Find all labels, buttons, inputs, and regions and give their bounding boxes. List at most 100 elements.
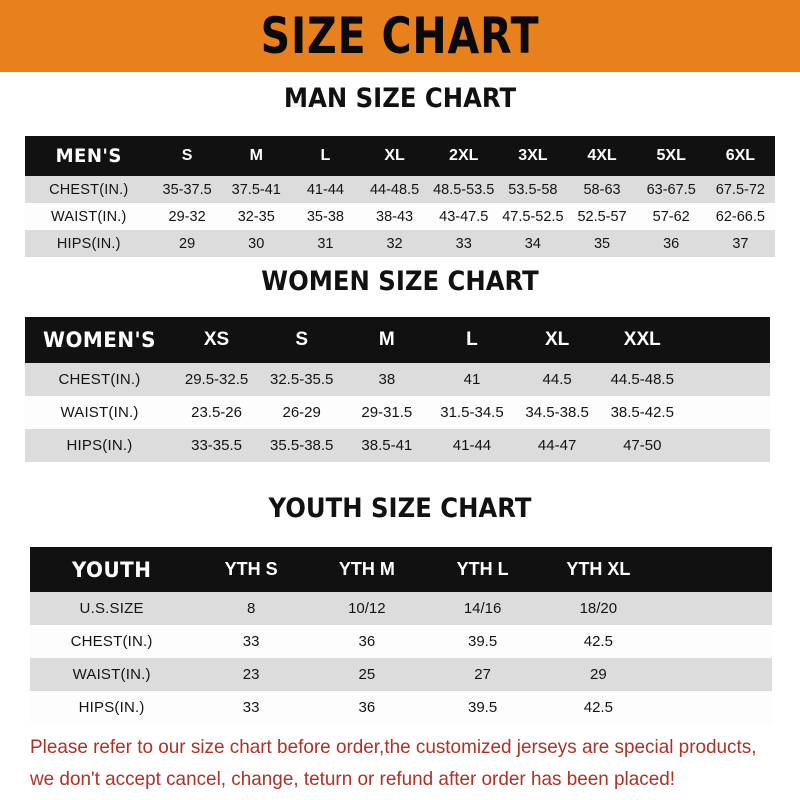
women-header-row: WOMEN'S XS S M L XL XXL — [25, 317, 770, 363]
women-cell-r3-c5: 44-47 — [537, 437, 577, 454]
men-cell-r3-c7: 35 — [593, 235, 611, 252]
women-cell-r3-c2: 35.5-38.5 — [270, 437, 334, 454]
youth-table-body: YOUTH YTH S YTH M YTH L YTH XL U.S.SIZE 8 10/12… — [30, 547, 772, 724]
women-cell-spacer — [685, 429, 770, 462]
women-size-header-4: L — [466, 329, 478, 350]
men-row-label-1: CHEST(IN.) — [49, 181, 129, 198]
men-table-body: MEN'S S M L XL 2XL 3XL 4XL 5XL 6XL CHEST(IN.) 35-37… — [25, 136, 775, 257]
women-size-table: WOMEN'S XS S M L XL XXL CHEST(IN.) 29.5-32.5 32.5… — [25, 317, 770, 462]
women-cell-r2-c1: 23.5-26 — [191, 404, 242, 421]
women-cell-spacer — [685, 363, 770, 396]
women-cell-r2-c5: 34.5-38.5 — [525, 404, 589, 421]
women-row-label-3: HIPS(IN.) — [66, 437, 133, 454]
youth-cell-r3-c2: 25 — [358, 666, 376, 683]
order-disclaimer: Please refer to our size chart before or… — [30, 731, 757, 795]
women-row-label-2: WAIST(IN.) — [60, 404, 139, 421]
page-banner: SIZE CHART — [0, 0, 800, 72]
youth-header-row: YOUTH YTH S YTH M YTH L YTH XL — [30, 547, 772, 592]
youth-size-table: YOUTH YTH S YTH M YTH L YTH XL U.S.SIZE 8 10/12… — [30, 547, 772, 724]
youth-cell-r1-c2: 10/12 — [348, 600, 386, 617]
youth-cell-r3-c4: 29 — [590, 666, 607, 683]
women-cell-r1-c5: 44.5 — [542, 371, 572, 388]
page-title: SIZE CHART — [260, 7, 540, 65]
men-size-header-9: 6XL — [725, 147, 756, 164]
youth-cell-r1-c1: 8 — [246, 600, 256, 617]
men-size-table: MEN'S S M L XL 2XL 3XL 4XL 5XL 6XL CHEST(IN.) 35-37… — [25, 136, 775, 257]
women-size-header-6: XXL — [623, 329, 661, 350]
youth-cell-r2-c1: 33 — [242, 633, 260, 650]
men-cell-r2-c3: 35-38 — [306, 208, 344, 225]
youth-cell-r1-c3: 14/16 — [463, 600, 502, 617]
youth-cell-r3-c3: 27 — [474, 666, 491, 683]
men-cell-r3-c2: 30 — [248, 235, 265, 252]
youth-size-header-1: YTH S — [224, 559, 278, 579]
youth-size-header-4: YTH XL — [566, 559, 631, 579]
table-row: WAIST(IN.) 23 25 27 29 — [30, 658, 772, 691]
men-header-row: MEN'S S M L XL 2XL 3XL 4XL 5XL 6XL — [25, 136, 775, 176]
men-row-label-3: HIPS(IN.) — [56, 235, 121, 252]
men-cell-r2-c5: 43-47.5 — [439, 208, 489, 225]
youth-size-header-3: YTH L — [456, 559, 509, 579]
men-size-header-7: 4XL — [587, 147, 617, 164]
youth-cell-r2-c4: 42.5 — [583, 633, 613, 650]
men-size-header-1: S — [181, 147, 193, 164]
youth-cell-spacer — [656, 592, 772, 625]
men-cell-r3-c8: 36 — [663, 235, 680, 252]
women-corner-label: WOMEN'S — [43, 328, 156, 352]
youth-cell-r2-c2: 36 — [358, 633, 376, 650]
table-row: CHEST(IN.) 29.5-32.5 32.5-35.5 38 41 44.5 44.5… — [25, 363, 770, 396]
men-cell-r2-c1: 29-32 — [168, 208, 206, 225]
women-cell-r3-c3: 38.5-41 — [361, 437, 413, 454]
youth-section-title: YOUTH SIZE CHART — [268, 493, 532, 524]
women-cell-r3-c1: 33-35.5 — [191, 437, 242, 454]
youth-header-spacer — [656, 547, 772, 592]
youth-cell-r4-c3: 39.5 — [468, 699, 498, 716]
women-cell-r2-c6: 38.5-42.5 — [610, 404, 674, 421]
women-size-header-3: M — [378, 329, 395, 350]
men-size-header-2: M — [249, 147, 263, 164]
youth-cell-r1-c4: 18/20 — [579, 600, 618, 617]
women-cell-r2-c2: 26-29 — [282, 404, 321, 421]
table-row: HIPS(IN.) 33-35.5 35.5-38.5 38.5-41 41-44 44-… — [25, 429, 770, 462]
men-cell-r3-c4: 32 — [386, 235, 403, 252]
men-cell-r2-c4: 38-43 — [376, 208, 414, 225]
youth-cell-r4-c2: 36 — [358, 699, 376, 716]
men-cell-r2-c9: 62-66.5 — [715, 208, 765, 225]
women-size-header-5: XL — [544, 329, 570, 350]
men-cell-r3-c3: 31 — [317, 235, 334, 252]
disclaimer-line-1: Please refer to our size chart before or… — [30, 736, 757, 758]
youth-cell-r3-c1: 23 — [242, 666, 260, 683]
women-cell-spacer — [685, 396, 770, 429]
men-cell-r1-c2: 37.5-41 — [231, 181, 281, 198]
women-cell-r1-c2: 32.5-35.5 — [270, 371, 334, 388]
women-cell-r1-c4: 41 — [463, 371, 481, 388]
men-size-header-5: 2XL — [449, 147, 479, 164]
men-cell-r2-c6: 47.5-52.5 — [502, 208, 564, 225]
men-size-header-6: 3XL — [518, 147, 548, 164]
youth-cell-spacer — [656, 658, 772, 691]
table-row: CHEST(IN.) 33 36 39.5 42.5 — [30, 625, 772, 658]
youth-corner-label: YOUTH — [71, 557, 152, 582]
men-size-header-4: XL — [384, 147, 405, 164]
youth-cell-r2-c3: 39.5 — [468, 633, 498, 650]
youth-row-label-4: HIPS(IN.) — [78, 699, 145, 716]
men-cell-r1-c7: 58-63 — [583, 181, 621, 198]
youth-row-label-3: WAIST(IN.) — [72, 666, 151, 683]
women-cell-r1-c3: 38 — [378, 371, 396, 388]
women-cell-r2-c4: 31.5-34.5 — [440, 404, 504, 421]
youth-row-label-1: U.S.SIZE — [79, 600, 144, 617]
men-cell-r1-c6: 53.5-58 — [508, 181, 558, 198]
men-cell-r1-c3: 41-44 — [306, 181, 344, 198]
table-row: HIPS(IN.) 29 30 31 32 33 34 35 36 37 — [25, 230, 775, 257]
men-cell-r1-c9: 67.5-72 — [715, 181, 765, 198]
men-cell-r1-c5: 48.5-53.5 — [433, 181, 495, 198]
men-cell-r1-c8: 63-67.5 — [646, 181, 696, 198]
women-size-header-1: XS — [203, 329, 230, 350]
women-cell-r1-c6: 44.5-48.5 — [610, 371, 674, 388]
women-row-label-1: CHEST(IN.) — [58, 371, 141, 388]
women-cell-r2-c3: 29-31.5 — [361, 404, 413, 421]
men-section-title: MAN SIZE CHART — [283, 83, 517, 114]
men-cell-r2-c8: 57-62 — [652, 208, 690, 225]
men-cell-r2-c7: 52.5-57 — [577, 208, 627, 225]
men-cell-r1-c4: 44-48.5 — [369, 181, 420, 198]
